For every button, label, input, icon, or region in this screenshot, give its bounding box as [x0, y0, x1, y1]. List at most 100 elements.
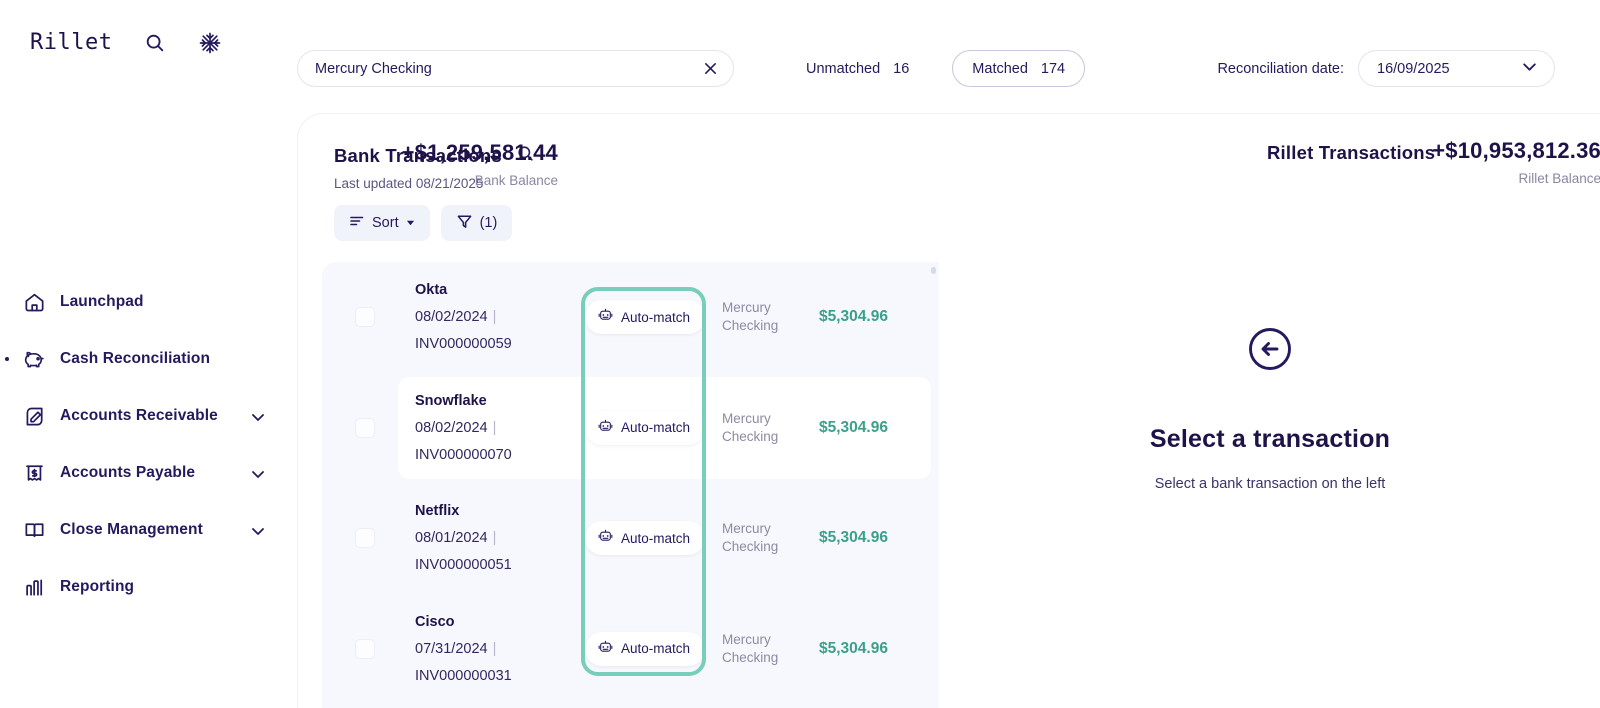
chevron-down-icon: [1521, 58, 1538, 79]
row-amount: $5,304.96: [819, 308, 888, 326]
bank-panel-title: Bank Transactions: [334, 145, 502, 166]
auto-match-label: Auto-match: [621, 530, 691, 546]
row-amount: $5,304.96: [819, 529, 888, 547]
sort-button[interactable]: Sort: [334, 205, 430, 241]
piggy-bank-icon: [21, 346, 47, 372]
empty-state: Select a transaction Select a bank trans…: [939, 114, 1600, 708]
row-amount: $5,304.96: [819, 639, 888, 657]
reconciliation-date-value: 16/09/2025: [1377, 60, 1450, 77]
sidebar-item-label: Close Management: [60, 521, 203, 538]
brand-logo-text: Rillet: [30, 30, 113, 55]
row-vendor-name: Netflix: [415, 503, 460, 520]
chevron-down-icon[interactable]: [250, 409, 266, 430]
row-account: Mercury Checking: [722, 300, 779, 334]
robot-icon: [598, 308, 613, 326]
sidebar-item-reporting[interactable]: Reporting: [0, 568, 297, 606]
sidebar-nav: Launchpad Cash Reconciliation: [0, 283, 297, 625]
auto-match-button[interactable]: Auto-match: [585, 631, 706, 666]
search-icon[interactable]: [144, 32, 166, 54]
row-invoice: INV000000051: [415, 557, 512, 574]
row-invoice: INV000000031: [415, 667, 512, 684]
row-date: 08/02/2024: [415, 309, 488, 326]
row-invoice: INV000000070: [415, 446, 512, 463]
book-icon: [21, 517, 47, 543]
sidebar-item-close-management[interactable]: Close Management: [0, 511, 297, 549]
row-primary: Snowflake 08/02/2024 | INV000000070: [415, 393, 595, 463]
filter-button[interactable]: (1): [440, 205, 513, 241]
table-row[interactable]: Snowflake 08/02/2024 | INV000000070: [322, 373, 939, 484]
bank-transaction-list[interactable]: Okta 08/02/2024 | INV000000059: [322, 262, 939, 708]
brand-bar: Rillet: [30, 30, 222, 55]
active-indicator-dot: [5, 357, 9, 361]
row-separator: |: [492, 419, 497, 436]
bank-balance-label: Bank Balance: [474, 173, 558, 188]
caret-down-icon: [406, 215, 415, 231]
sidebar-item-label: Accounts Payable: [60, 464, 196, 481]
search-icon[interactable]: [516, 144, 535, 168]
table-row[interactable]: Okta 08/02/2024 | INV000000059: [322, 262, 939, 373]
auto-match-button[interactable]: Auto-match: [585, 300, 706, 335]
row-account: Mercury Checking: [722, 521, 779, 555]
sidebar-item-cash-reconciliation[interactable]: Cash Reconciliation: [0, 340, 297, 378]
close-icon[interactable]: [701, 60, 719, 78]
row-date-line: 07/31/2024 |: [415, 641, 595, 657]
tab-matched[interactable]: Matched 174: [952, 50, 1086, 87]
sort-icon: [349, 213, 365, 233]
row-account: Mercury Checking: [722, 631, 779, 665]
row-vendor-name: Snowflake: [415, 392, 487, 409]
rillet-balance-label: Rillet Balance: [1518, 171, 1600, 186]
row-checkbox[interactable]: [355, 638, 375, 659]
auto-match-button[interactable]: Auto-match: [585, 521, 706, 556]
row-primary: Cisco 07/31/2024 | INV000000031: [415, 614, 595, 684]
auto-match-label: Auto-match: [621, 309, 691, 325]
rillet-panel-header: Rillet Transactions: [1267, 142, 1435, 164]
bank-panel-toolbar: Sort (1): [334, 205, 513, 241]
tab-unmatched-label: Unmatched: [806, 60, 881, 77]
tab-unmatched-count: 16: [893, 60, 910, 77]
chevron-down-icon[interactable]: [250, 523, 266, 544]
bar-chart-icon: [21, 574, 47, 600]
row-date-line: 08/02/2024 |: [415, 420, 595, 436]
chevron-down-icon[interactable]: [250, 466, 266, 487]
row-separator: |: [492, 309, 497, 326]
sidebar-item-label: Accounts Receivable: [60, 407, 218, 424]
row-checkbox[interactable]: [355, 528, 375, 549]
scrollbar-thumb[interactable]: [931, 267, 936, 274]
row-invoice: INV000000059: [415, 336, 512, 353]
sidebar-item-accounts-receivable[interactable]: Accounts Receivable: [0, 397, 297, 435]
auto-match-label: Auto-match: [621, 420, 691, 436]
row-checkbox[interactable]: [355, 417, 375, 438]
row-checkbox[interactable]: [355, 307, 375, 328]
topbar: Mercury Checking Unmatched 16 Matched 17…: [297, 0, 1600, 113]
row-date: 07/31/2024: [415, 640, 488, 657]
sidebar-item-launchpad[interactable]: Launchpad: [0, 283, 297, 321]
reconciliation-date-label: Reconciliation date:: [1217, 60, 1344, 77]
table-row[interactable]: Netflix 08/01/2024 | INV000000051: [322, 483, 939, 594]
rillet-transactions-panel: Rillet Transactions +$10,953,812.36 Rill…: [939, 114, 1600, 708]
snowflake-icon[interactable]: [198, 31, 222, 55]
rillet-balance-amount: +$10,953,812.36: [1432, 138, 1600, 163]
reconciliation-date-control: Reconciliation date: 16/09/2025: [1217, 50, 1555, 87]
row-date: 08/02/2024: [415, 419, 488, 436]
home-icon: [21, 289, 47, 315]
row-primary: Okta 08/02/2024 | INV000000059: [415, 282, 595, 352]
robot-icon: [598, 419, 613, 437]
auto-match-button[interactable]: Auto-match: [585, 410, 706, 445]
rillet-balance-block: +$10,953,812.36 Rillet Balance: [1432, 138, 1600, 186]
main-card: Bank Transactions Last updated 08/21/202…: [297, 113, 1600, 708]
sidebar-item-label: Reporting: [60, 578, 135, 595]
row-account: Mercury Checking: [722, 410, 779, 444]
bank-balance-amount: +$1,259,581.44: [401, 140, 558, 165]
sidebar-item-accounts-payable[interactable]: Accounts Payable: [0, 454, 297, 492]
row-date: 08/01/2024: [415, 530, 488, 547]
bank-last-updated: Last updated 08/21/2025: [334, 176, 484, 191]
reconciliation-date-select[interactable]: 16/09/2025: [1358, 50, 1555, 87]
row-separator: |: [492, 530, 497, 547]
table-row[interactable]: Cisco 07/31/2024 | INV000000031: [322, 594, 939, 705]
search-input[interactable]: Mercury Checking: [297, 50, 734, 87]
row-vendor-name: Okta: [415, 282, 448, 299]
sidebar-item-label: Cash Reconciliation: [60, 350, 211, 367]
tab-unmatched[interactable]: Unmatched 16: [786, 50, 929, 87]
search-value[interactable]: Mercury Checking: [315, 60, 432, 77]
robot-icon: [598, 529, 613, 547]
